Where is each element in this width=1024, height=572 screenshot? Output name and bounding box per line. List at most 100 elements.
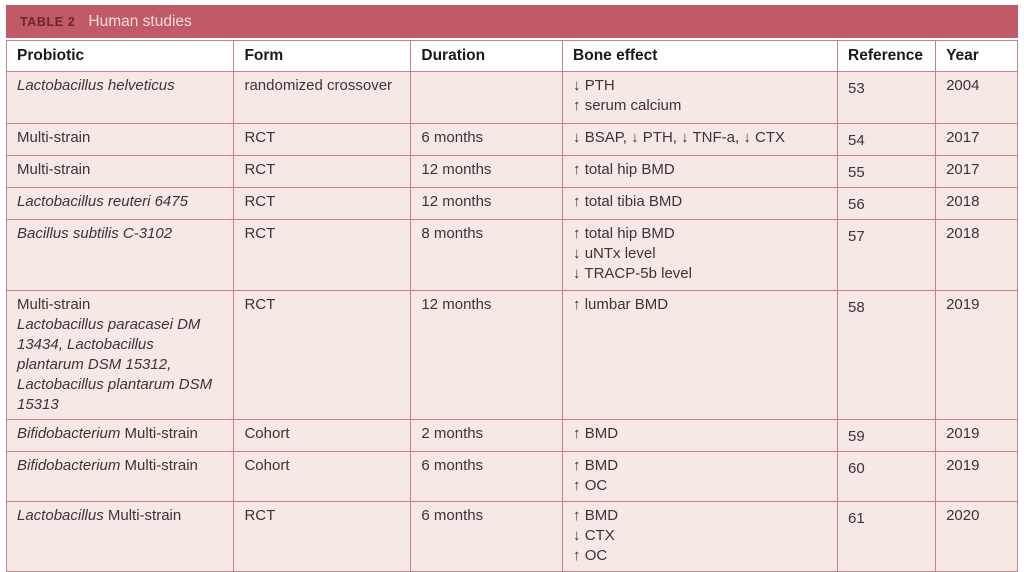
species-name: Bifidobacterium (17, 457, 121, 474)
cell-year: 2018 (935, 187, 1018, 220)
cell-probiotic: Multi-strain (5, 123, 235, 156)
cell-probiotic: Bacillus subtilis C-3102 (5, 219, 235, 291)
cell-probiotic: Bifidobacterium Multi-strain (5, 419, 235, 452)
cell-reference: 57 (837, 219, 937, 291)
col-header-probiotic: Probiotic (5, 40, 235, 72)
bone-effect-line: ↓ CTX (573, 527, 615, 544)
bone-effect-line: ↑ BMD (573, 457, 619, 474)
cell-duration: 2 months (410, 419, 564, 452)
cell-form: RCT (233, 501, 412, 572)
col-header-bone-effect: Bone effect (562, 40, 839, 72)
probiotic-line: Lactobacillus paracasei DM 13434, Lactob… (17, 315, 223, 415)
cell-form: RCT (233, 155, 412, 188)
table-number-label: TABLE 2 (20, 14, 76, 29)
cell-probiotic: Multi-strain (5, 155, 235, 188)
probiotic-line: Multi-strain (17, 295, 223, 315)
bone-effect-line: ↑ OC (573, 547, 608, 564)
cell-reference: 61 (837, 501, 937, 572)
cell-probiotic: Multi-strain Lactobacillus paracasei DM 1… (5, 290, 235, 420)
cell-bone-effect: ↑ BMD ↑ OC (562, 451, 839, 502)
cell-form: Cohort (233, 451, 412, 502)
species-name: Lactobacillus helveticus (17, 77, 175, 94)
cell-duration: 12 months (410, 155, 564, 188)
cell-reference: 55 (837, 155, 937, 188)
cell-duration: 6 months (410, 501, 564, 572)
cell-form: RCT (233, 123, 412, 156)
table-row: Multi-strain RCT 12 months ↑ total hip BMD 5… (5, 155, 1018, 188)
table-body: Lactobacillus helveticus randomized cross… (5, 71, 1018, 572)
cell-reference: 53 (837, 71, 937, 124)
bone-effect-line: ↑ total tibia BMD (573, 193, 683, 210)
probiotic-text: Multi-strain (120, 425, 198, 442)
bone-effect-line: ↑ serum calcium (573, 97, 682, 114)
probiotic-text: Multi-strain (17, 296, 91, 313)
probiotic-line: Lactobacillus Multi-strain (17, 506, 223, 526)
col-header-reference: Reference (837, 40, 937, 72)
cell-duration (410, 71, 564, 124)
table-row: Lactobacillus Multi-strain RCT 6 months ↑ B… (5, 501, 1018, 572)
cell-duration: 6 months (410, 123, 564, 156)
table-row: Multi-strain RCT 6 months ↓ BSAP, ↓ PTH, ↓ … (5, 123, 1018, 156)
bone-effect-line: ↑ total hip BMD (573, 225, 675, 242)
cell-duration: 6 months (410, 451, 564, 502)
species-name: Bacillus subtilis C-3102 (17, 225, 173, 242)
cell-year: 2019 (935, 451, 1018, 502)
bone-effect-line: ↑ total hip BMD (573, 161, 675, 178)
table-row: Bifidobacterium Multi-strain Cohort 2 mont… (5, 419, 1018, 452)
cell-reference: 54 (837, 123, 937, 156)
cell-probiotic: Lactobacillus reuteri 6475 (5, 187, 235, 220)
table-title: Human studies (88, 12, 192, 30)
col-header-year: Year (935, 40, 1018, 72)
probiotic-text: Multi-strain (103, 507, 182, 524)
species-name: Lactobacillus (17, 507, 104, 524)
species-name: Bifidobacterium (17, 425, 121, 442)
cell-bone-effect: ↑ total hip BMD ↓ uNTx level ↓ TRACP-5b le… (562, 219, 839, 291)
human-studies-table: Probiotic Form Duration Bone effect Refe… (5, 40, 1018, 572)
cell-year: 2017 (935, 155, 1018, 188)
header-row: Probiotic Form Duration Bone effect Refe… (5, 40, 1018, 72)
bone-effect-line: ↑ OC (573, 477, 608, 494)
cell-year: 2019 (935, 290, 1018, 420)
cell-year: 2017 (935, 123, 1018, 156)
cell-reference: 59 (837, 419, 937, 452)
bone-effect-line: ↑ lumbar BMD (573, 296, 669, 313)
cell-year: 2004 (935, 71, 1018, 124)
cell-bone-effect: ↓ BSAP, ↓ PTH, ↓ TNF-a, ↓ CTX (562, 123, 839, 156)
cell-bone-effect: ↑ total tibia BMD (562, 187, 839, 220)
cell-probiotic: Lactobacillus helveticus (5, 71, 235, 124)
cell-probiotic: Lactobacillus Multi-strain (5, 501, 235, 572)
cell-duration: 12 months (410, 187, 564, 220)
species-name: Lactobacillus reuteri 6475 (17, 193, 188, 210)
bone-effect-line: ↓ PTH (573, 77, 615, 94)
cell-bone-effect: ↑ lumbar BMD (562, 290, 839, 420)
probiotic-line: Lactobacillus reuteri 6475 (17, 192, 223, 212)
cell-duration: 12 months (410, 290, 564, 420)
cell-form: RCT (233, 187, 412, 220)
table-title-bar: TABLE 2 Human studies (6, 5, 1018, 38)
cell-year: 2020 (935, 501, 1018, 572)
table-row: Bacillus subtilis C-3102 RCT 8 months ↑ tot… (5, 219, 1018, 291)
cell-year: 2019 (935, 419, 1018, 452)
cell-form: Cohort (233, 419, 412, 452)
col-header-duration: Duration (410, 40, 564, 72)
cell-reference: 60 (837, 451, 937, 502)
col-header-form: Form (233, 40, 412, 72)
cell-bone-effect: ↑ total hip BMD (562, 155, 839, 188)
probiotic-text: Multi-strain (17, 161, 91, 178)
probiotic-line: Bifidobacterium Multi-strain (17, 424, 223, 444)
species-name: Lactobacillus paracasei DM 13434, Lactob… (17, 316, 213, 413)
bone-effect-line: ↓ uNTx level (573, 245, 656, 262)
cell-bone-effect: ↓ PTH ↑ serum calcium (562, 71, 839, 124)
table-row: Multi-strain Lactobacillus paracasei DM 1… (5, 290, 1018, 420)
bone-effect-line: ↓ TRACP-5b level (573, 265, 692, 282)
probiotic-text: Multi-strain (120, 457, 198, 474)
probiotic-line: Lactobacillus helveticus (17, 76, 223, 96)
cell-bone-effect: ↑ BMD ↓ CTX ↑ OC (562, 501, 839, 572)
cell-form: RCT (233, 219, 412, 291)
bone-effect-line: ↑ BMD (573, 507, 619, 524)
cell-year: 2018 (935, 219, 1018, 291)
page: TABLE 2 Human studies Probiotic Form Dur… (5, 5, 1018, 572)
bone-effect-line: ↑ BMD (573, 425, 619, 442)
table-row: Lactobacillus helveticus randomized cross… (5, 71, 1018, 124)
probiotic-line: Multi-strain (17, 160, 223, 180)
